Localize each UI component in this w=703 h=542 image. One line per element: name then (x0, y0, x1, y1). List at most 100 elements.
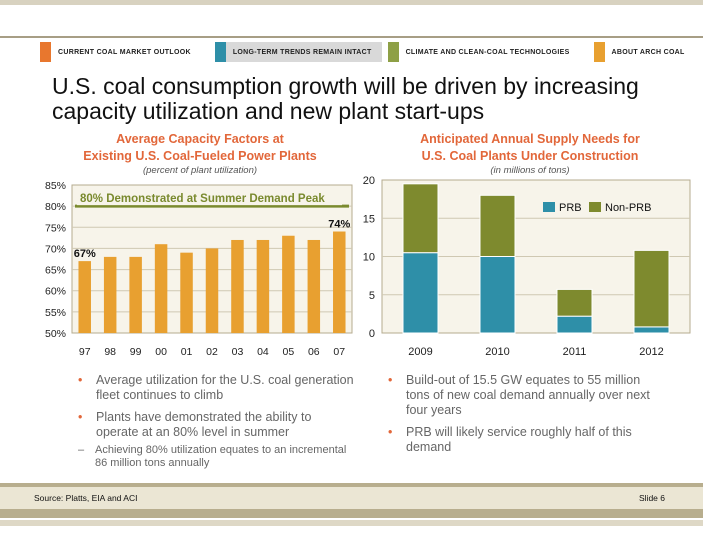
y-tick-label: 85% (45, 180, 66, 192)
bullet-item: • Build-out of 15.5 GW equates to 55 mil… (384, 373, 654, 418)
bullet-text: PRB will likely service roughly half of … (406, 425, 632, 454)
sub-bullet-text: Achieving 80% utilization equates to an … (95, 444, 347, 469)
bar-segment (479, 194, 516, 257)
left-chart-subtitle: (percent of plant utilization) (142, 165, 258, 176)
nav-tab-current-outlook[interactable]: CURRENT COAL MARKET OUTLOOK (40, 42, 201, 62)
bar-segment (402, 183, 439, 254)
nav-tab-long-term-trends[interactable]: LONG-TERM TRENDS REMAIN INTACT (214, 42, 382, 62)
right-chart-title-line1: Anticipated Annual Supply Needs for (420, 132, 640, 146)
bullet-item: • Plants have demonstrated the ability t… (74, 410, 354, 440)
nav-tab-label: LONG-TERM TRENDS REMAIN INTACT (232, 48, 372, 56)
right-chart-subtitle: (in millions of tons) (490, 165, 570, 176)
x-tick-label: 04 (257, 346, 269, 358)
right-chart-title-line2: U.S. Coal Plants Under Construction (421, 149, 639, 163)
bar (180, 252, 193, 333)
x-tick-label: 00 (155, 346, 167, 358)
tab-color-chip (40, 42, 51, 62)
supply-needs-chart: 0 5 10 15 20 2009 2010 2011 2012 PRB Non-PRB (363, 175, 691, 358)
slide-number: Slide 6 (639, 493, 665, 503)
bullet-item: • Average utilization for the U.S. coal … (74, 373, 354, 403)
x-tick-label: 2009 (408, 346, 432, 358)
y-tick-label: 5 (369, 290, 375, 302)
nav-tab-label: CURRENT COAL MARKET OUTLOOK (58, 48, 191, 56)
bar (282, 235, 295, 333)
bar-segment (556, 315, 593, 334)
nav-tab-label: ABOUT ARCH COAL (611, 48, 685, 56)
y-tick-label: 20 (363, 175, 375, 187)
y-tick-label: 0 (369, 328, 375, 340)
tab-color-chip (593, 42, 605, 62)
footer-band: Source: Platts, EIA and ACI Slide 6 (0, 483, 703, 518)
bullet-marker: • (388, 425, 393, 439)
tab-color-chip (214, 42, 226, 62)
section-nav: CURRENT COAL MARKET OUTLOOK LONG-TERM TR… (40, 42, 684, 62)
bar-segment (556, 288, 593, 317)
footer-bar: Source: Platts, EIA and ACI Slide 6 (0, 487, 703, 509)
right-bullet-list: • Build-out of 15.5 GW equates to 55 mil… (384, 373, 654, 462)
y-tick-label: 10 (363, 252, 375, 264)
left-chart-title: Average Capacity Factors at Existing U.S… (40, 131, 360, 165)
capacity-factor-chart: 50% 55% 60% 65% 70% 75% 80% 85% 97 98 99 00 01 02 03 04… (45, 180, 353, 358)
x-tick-label: 2012 (639, 346, 663, 358)
x-tick-label: 03 (232, 346, 244, 358)
tab-color-chip (387, 42, 399, 62)
x-tick-label: 2011 (563, 346, 587, 358)
bullet-text: Build-out of 15.5 GW equates to 55 milli… (406, 373, 650, 417)
y-tick-label: 50% (45, 328, 66, 340)
bar (129, 256, 142, 333)
y-tick-label: 65% (45, 265, 66, 277)
y-tick-label: 60% (45, 286, 66, 298)
bar (205, 248, 219, 333)
right-chart-title: Anticipated Annual Supply Needs for U.S.… (370, 131, 690, 165)
bar (307, 239, 321, 333)
data-label: 74% (328, 219, 350, 231)
y-tick-label: 80% (45, 201, 66, 213)
y-tick-label: 15 (363, 213, 375, 225)
bullet-marker: • (78, 410, 83, 424)
header-divider (0, 36, 703, 38)
bar-segment (402, 252, 439, 334)
bar-segment (633, 326, 670, 334)
bullet-marker: • (388, 373, 393, 387)
left-bullet-list: • Average utilization for the U.S. coal … (74, 373, 354, 470)
x-tick-label: 07 (333, 346, 345, 358)
reference-label-bg (77, 191, 342, 206)
legend-label: PRB (559, 202, 582, 214)
x-tick-label: 97 (79, 346, 91, 358)
nav-tab-climate-clean-coal[interactable]: CLIMATE AND CLEAN-COAL TECHNOLOGIES (387, 42, 580, 62)
bar (103, 256, 117, 333)
bar (333, 231, 346, 333)
left-chart-title-line1: Average Capacity Factors at (116, 132, 284, 146)
bar-segment (479, 256, 516, 334)
slide-headline: U.S. coal consumption growth will be dri… (52, 73, 639, 124)
bar (154, 244, 168, 333)
x-tick-label: 05 (283, 346, 295, 358)
bullet-item: • PRB will likely service roughly half o… (384, 425, 654, 455)
bottom-strip (0, 520, 703, 526)
bullet-marker: • (78, 373, 83, 387)
left-chart-title-line2: Existing U.S. Coal-Fueled Power Plants (83, 149, 317, 163)
x-tick-label: 02 (206, 346, 218, 358)
nav-tab-about-arch-coal[interactable]: ABOUT ARCH COAL (593, 42, 695, 62)
y-tick-label: 70% (45, 243, 66, 255)
bar (256, 239, 270, 333)
bar-segment (633, 249, 670, 328)
x-tick-label: 2010 (485, 346, 509, 358)
y-tick-label: 55% (45, 307, 66, 319)
bar (78, 261, 91, 333)
sub-bullet-item: – Achieving 80% utilization equates to a… (52, 444, 354, 470)
legend-swatch (589, 202, 601, 212)
x-tick-label: 99 (130, 346, 142, 358)
nav-tab-label: CLIMATE AND CLEAN-COAL TECHNOLOGIES (405, 48, 570, 56)
source-note: Source: Platts, EIA and ACI (34, 493, 138, 503)
x-tick-label: 01 (181, 346, 193, 358)
bullet-text: Average utilization for the U.S. coal ge… (96, 373, 354, 402)
bar (231, 239, 244, 333)
x-tick-label: 06 (308, 346, 320, 358)
data-label: 67% (74, 248, 96, 260)
bullet-text: Plants have demonstrated the ability to … (96, 410, 312, 439)
y-tick-label: 75% (45, 222, 66, 234)
top-stripe (0, 0, 703, 5)
legend-swatch (543, 202, 555, 212)
x-tick-label: 98 (104, 346, 116, 358)
